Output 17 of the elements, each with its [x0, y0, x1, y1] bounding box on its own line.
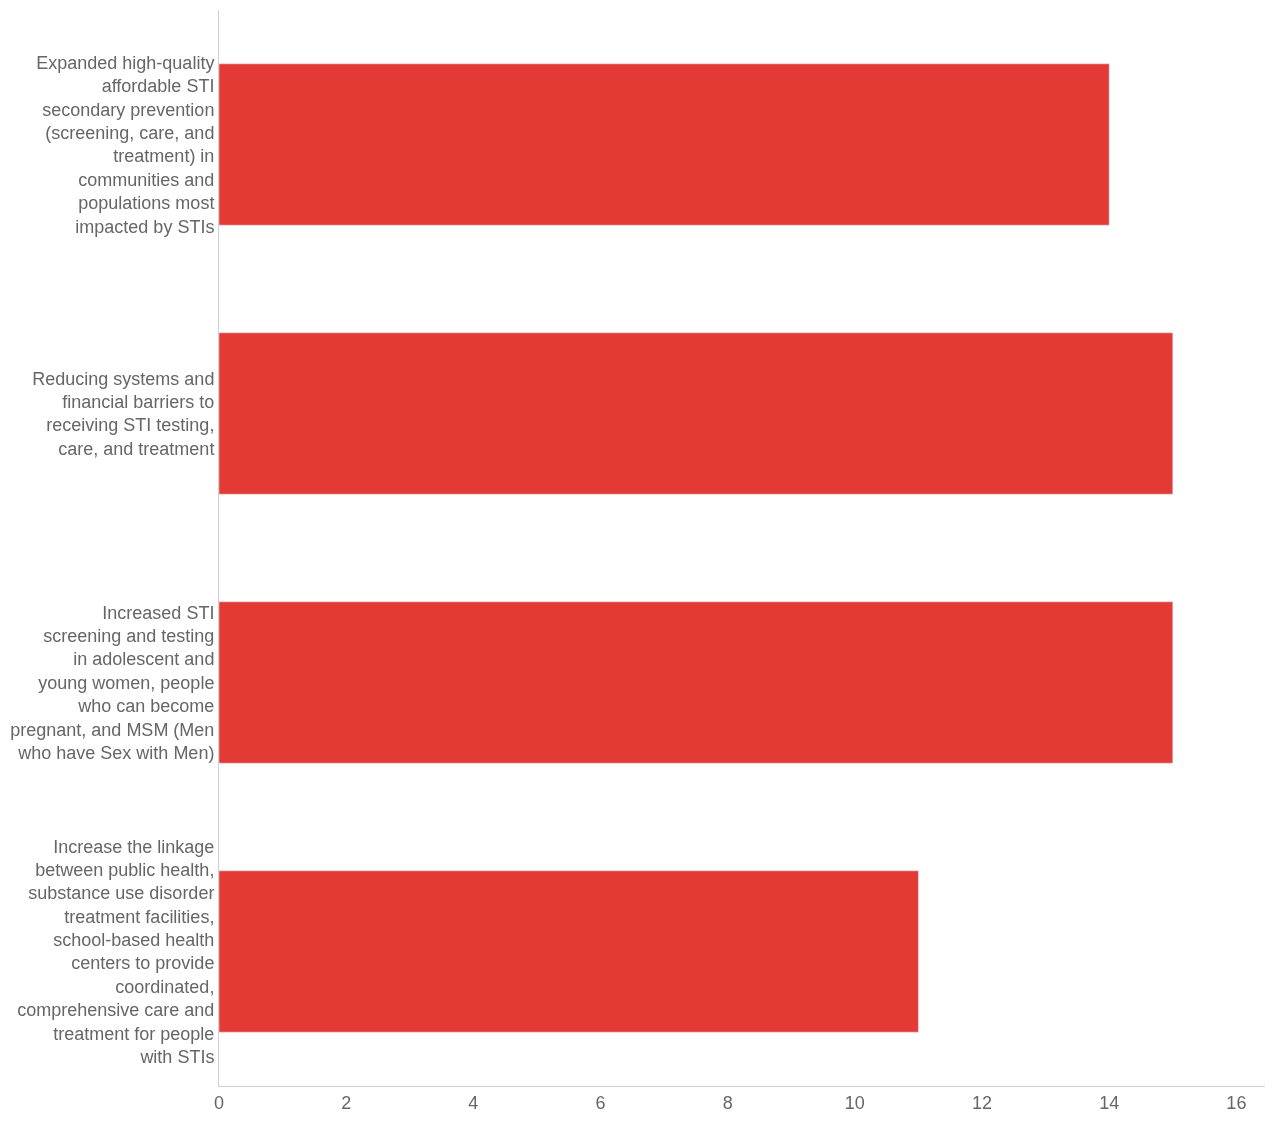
- bar: [219, 870, 919, 1033]
- x-tick-label: 6: [595, 1092, 606, 1113]
- bar: [219, 63, 1110, 226]
- bar: [219, 332, 1174, 495]
- x-tick-label: 10: [844, 1092, 865, 1113]
- x-tick-label: 12: [972, 1092, 993, 1113]
- x-tick-label: 16: [1226, 1092, 1247, 1113]
- y-tick-label: Reducing systems and financial barriers to receiving STI testing, care, and treatment: [32, 368, 215, 459]
- y-tick-label: Increased STI screening and testing in adolescent and young women, people who can become pregnant, and MSM (Men who have Sex with Men): [10, 602, 215, 763]
- x-tick-label: 2: [341, 1092, 352, 1113]
- category-label: Increase the linkage between public health, substance use disorder treatment facilities, school-based health centers to provide coordinated, comprehensive care and treatment for people with STIs: [17, 836, 215, 1068]
- y-tick-label: Expanded high-quality affordable STI secondary prevention (screening, care, and treatment) in communities and populations most impacted by STIs: [36, 52, 215, 237]
- bar: [219, 601, 1174, 764]
- x-tick-label: 8: [722, 1092, 733, 1113]
- x-tick-label: 0: [213, 1092, 225, 1113]
- x-tick-label: 4: [468, 1092, 479, 1113]
- x-tick-label: 14: [1099, 1092, 1120, 1113]
